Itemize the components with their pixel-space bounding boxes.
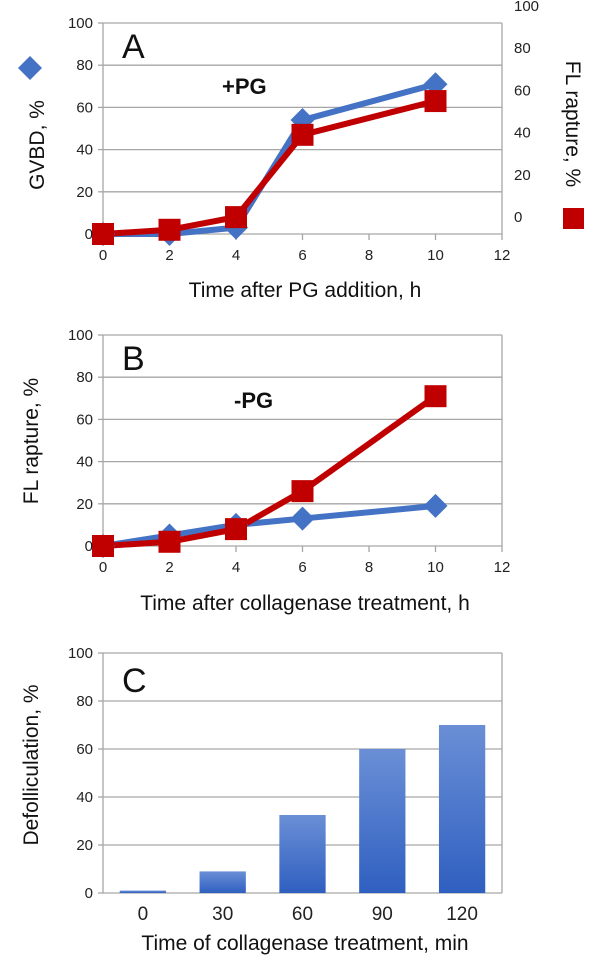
y-tick-label: 60 [76,99,93,116]
panel-a-annotation: +PG [222,74,267,99]
panel-b: 0 20 40 60 80 100 0 2 4 6 8 10 12 B -PG Time after c… [20,327,510,615]
data-point-square [158,530,181,553]
x-tick-label: 12 [494,247,511,264]
y-tick-label: 80 [76,369,93,386]
y-tick-label: 80 [76,693,93,710]
x-tick-label: 2 [165,559,173,576]
y-right-tick-label: 80 [514,40,531,57]
data-point-square [291,480,314,503]
panel-c-ylabel: Defolliculation, % [20,684,43,845]
x-tick-label: 4 [232,247,240,264]
y-tick-label: 40 [76,789,93,806]
x-tick-label: 60 [292,904,313,925]
panel-a-xlabel: Time after PG addition, h [189,279,422,302]
bar [199,871,246,893]
y-tick-label: 100 [68,327,93,344]
panel-c: 0 20 40 60 80 100 0 30 60 90 120 C Time of collage… [20,645,503,955]
y-tick-label: 60 [76,411,93,428]
panel-b-annotation: -PG [234,388,273,413]
y-right-tick-label: 0 [514,209,522,226]
y-right-tick-label: 20 [514,167,531,184]
bar [359,749,406,893]
x-tick-label: 2 [165,247,173,264]
series-line-fl-rapture [102,98,437,237]
panel-a-label: A [122,28,145,66]
x-tick-label: 10 [427,247,444,264]
data-point-square [424,385,447,408]
x-tick-label: 30 [212,904,233,925]
x-tick-label: 8 [365,559,373,576]
y-right-tick-label: 100 [514,0,539,15]
x-tick-label: 10 [427,559,444,576]
x-tick-label: 0 [138,904,149,925]
x-tick-label: 4 [232,559,240,576]
x-tick-label: 6 [298,559,306,576]
series-line-gvbd [103,81,437,237]
x-tick-label: 0 [99,247,107,264]
data-point-square [424,90,447,113]
data-point-square [291,123,314,146]
y-tick-label: 40 [76,454,93,471]
panel-a-ylabel-right: FL rapture, % [561,61,584,187]
x-tick-label: 90 [372,904,393,925]
data-point-square [158,218,181,241]
y-tick-label: 20 [76,837,93,854]
panel-a-ylabel: GVBD, % [26,100,49,190]
panel-c-label: C [122,662,147,700]
y-tick-label: 80 [76,57,93,74]
y-tick-label: 100 [68,645,93,662]
y-tick-label: 20 [76,496,93,513]
x-tick-label: 12 [494,559,511,576]
legend-square-icon [563,208,584,229]
y-tick-label: 20 [76,184,93,201]
data-point-square [92,223,114,245]
panel-b-ylabel: FL rapture, % [20,378,43,504]
y-tick-label: 40 [76,142,93,159]
panel-b-xlabel: Time after collagenase treatment, h [140,592,470,615]
panel-c-xlabel: Time of collagenase treatment, min [141,932,468,955]
y-tick-label: 100 [68,15,93,32]
data-point-diamond [290,506,315,531]
legend-diamond-icon [18,56,42,80]
y-right-tick-label: 40 [514,125,531,142]
x-tick-label: 6 [298,247,306,264]
x-tick-label: 120 [446,904,478,925]
panel-b-label: B [122,340,145,378]
y-tick-label: 0 [85,538,93,555]
y-right-tick-label: 60 [514,82,531,99]
data-point-diamond [423,493,448,518]
x-tick-label: 0 [99,559,107,576]
y-tick-label: 60 [76,741,93,758]
bar [438,725,486,893]
data-point-square [225,206,247,229]
data-point-square [92,535,114,557]
bar [279,815,326,893]
y-tick-label: 0 [85,226,93,243]
x-tick-label: 8 [365,247,373,264]
bar [119,890,167,893]
y-tick-label: 0 [85,885,93,902]
data-point-square [225,518,247,541]
